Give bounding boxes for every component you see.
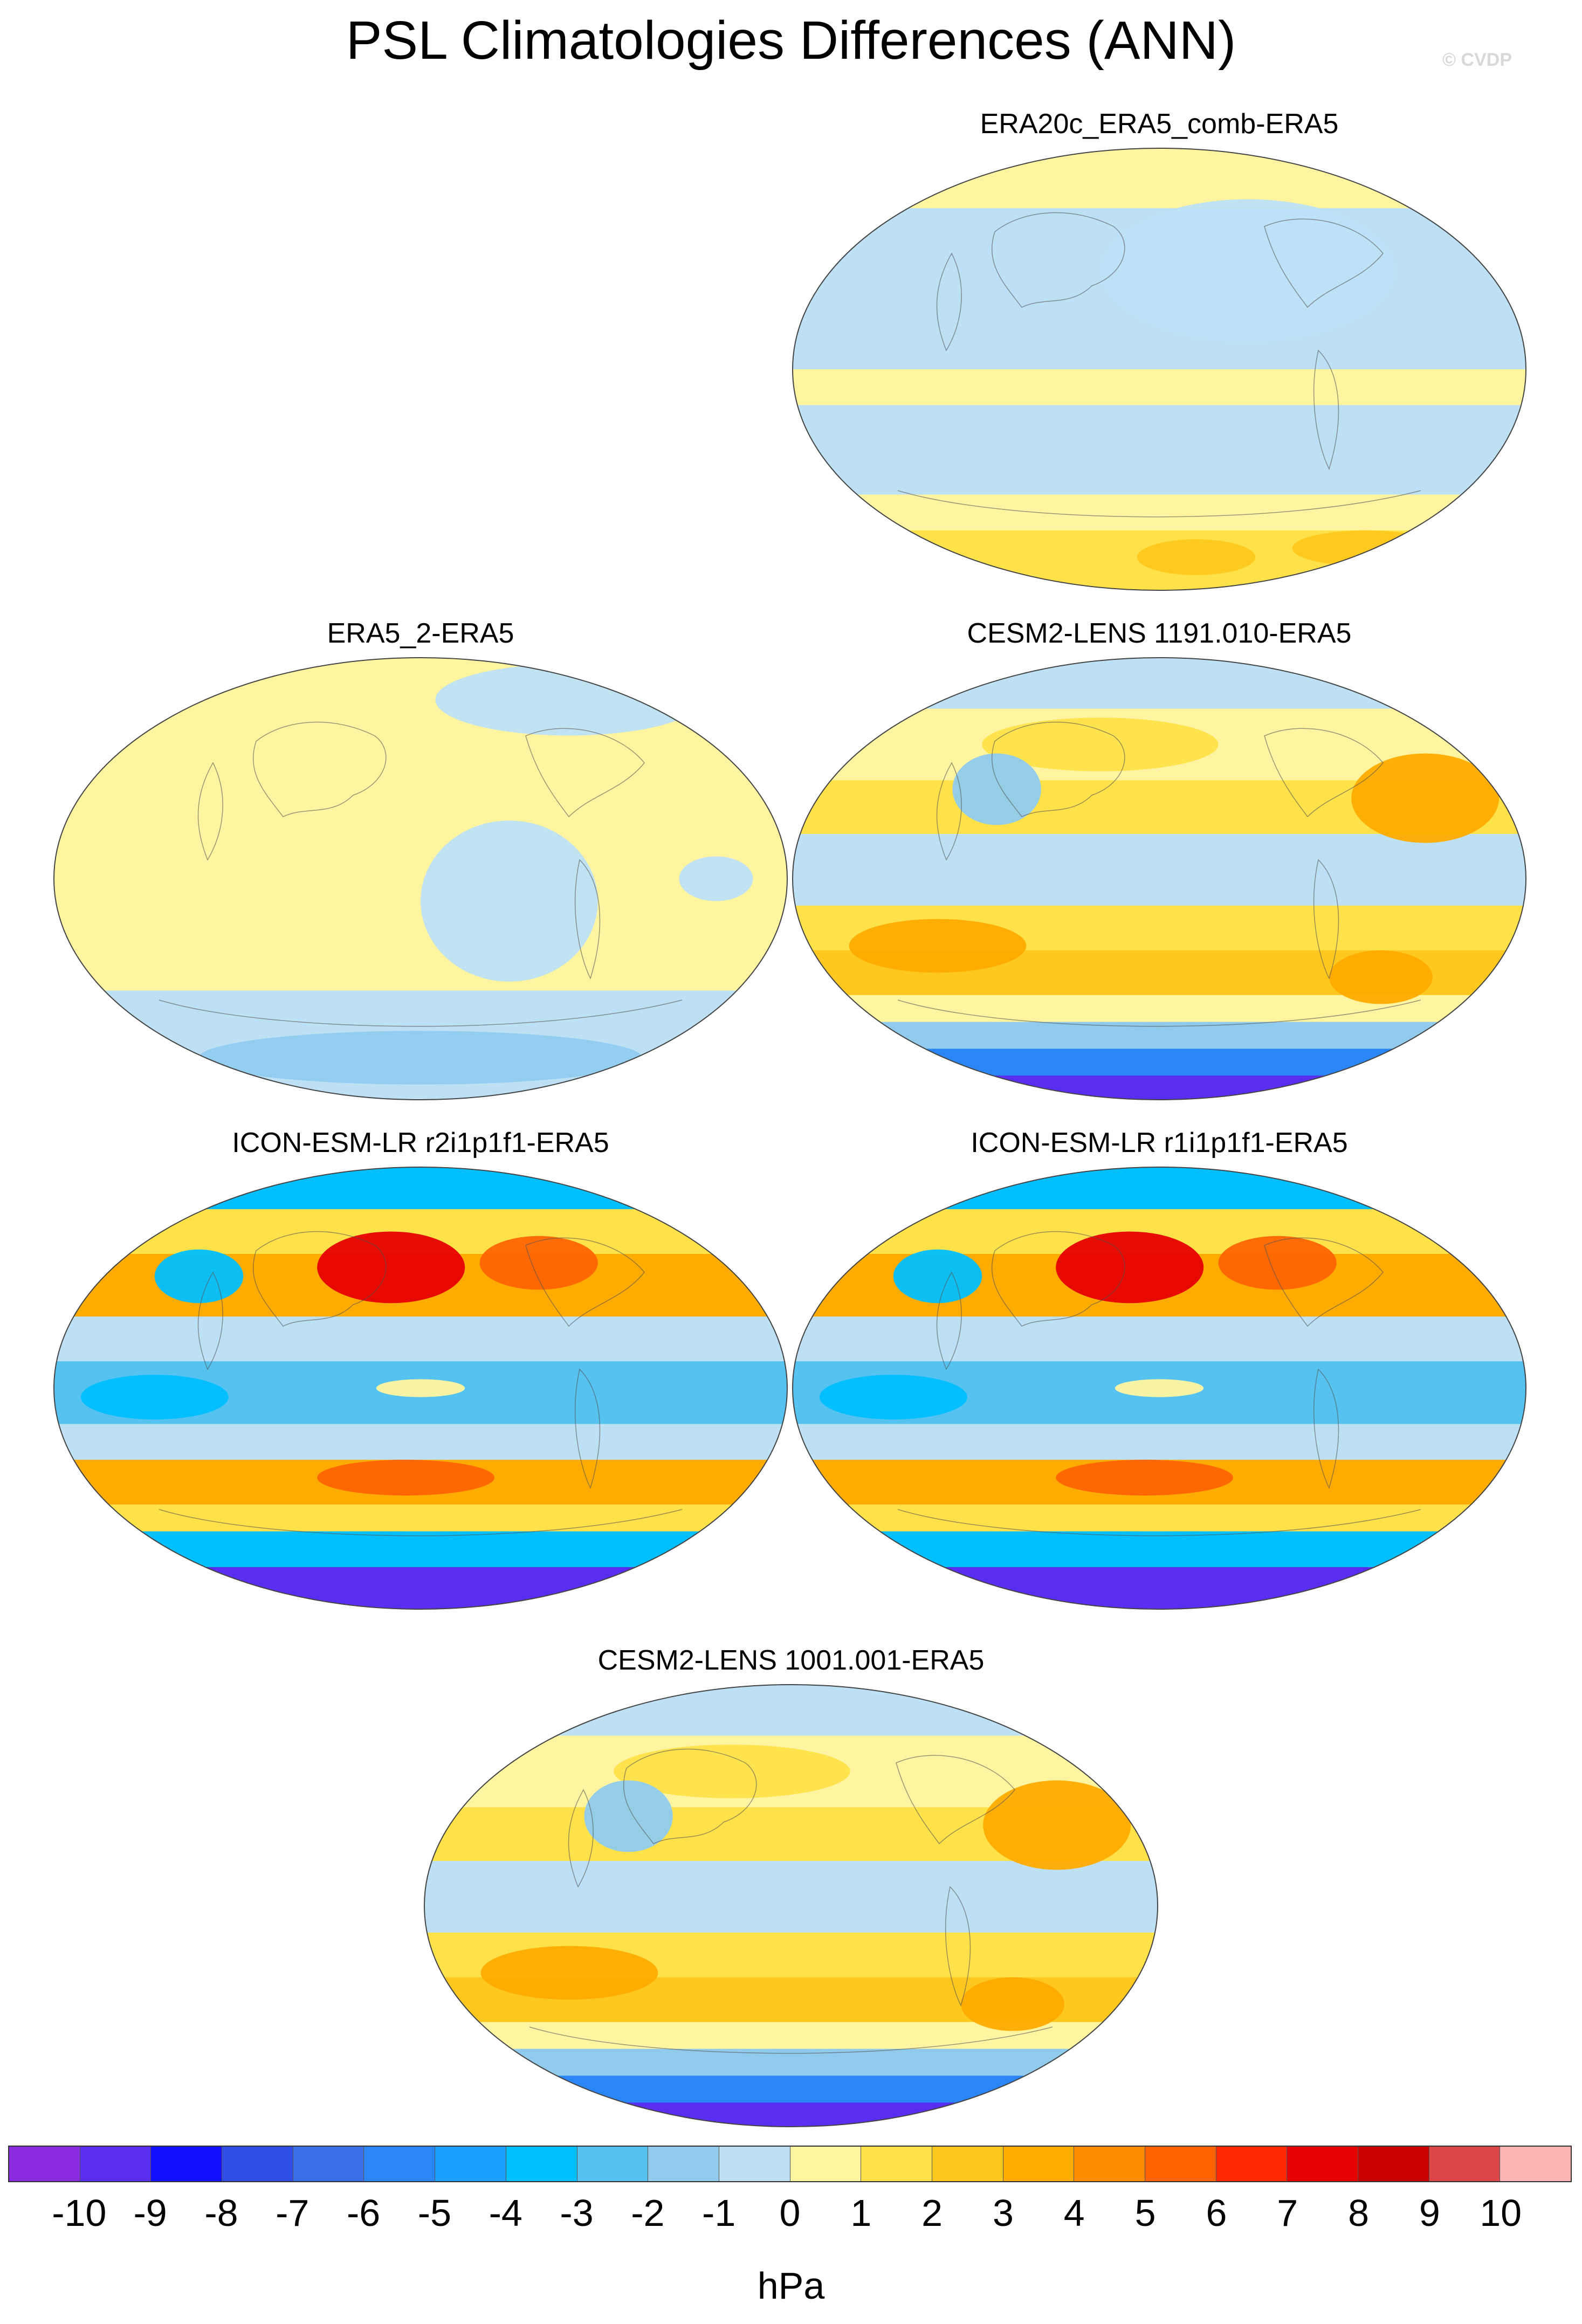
- colorbar-swatch: [1216, 2147, 1288, 2181]
- map-panel-era5-2: ERA5_2-ERA5: [51, 617, 790, 1102]
- colorbar-swatch: [364, 2147, 436, 2181]
- colorbar-tick-label: -10: [52, 2192, 107, 2234]
- colorbar-swatch: [1003, 2147, 1075, 2181]
- colorbar: [8, 2146, 1572, 2182]
- colorbar-tick-label: 0: [779, 2192, 801, 2234]
- colorbar-tick-label: -2: [631, 2192, 665, 2234]
- colorbar-tick-label: 8: [1348, 2192, 1369, 2234]
- colorbar-swatch: [435, 2147, 506, 2181]
- colorbar-tick-label: 5: [1134, 2192, 1156, 2234]
- panel-title: ERA20c_ERA5_comb-ERA5: [980, 108, 1339, 140]
- watermark: © CVDP: [1442, 50, 1512, 70]
- colorbar-swatch: [1287, 2147, 1359, 2181]
- colorbar-swatch: [9, 2147, 80, 2181]
- map-panel-era20c: ERA20c_ERA5_comb-ERA5: [790, 108, 1529, 593]
- colorbar-swatch: [293, 2147, 364, 2181]
- colorbar-swatch: [719, 2147, 790, 2181]
- colorbar-tick-label: -7: [276, 2192, 309, 2234]
- colorbar-tick-label: 9: [1419, 2192, 1440, 2234]
- map-panel-cesm2-1001: CESM2-LENS 1001.001-ERA5: [422, 1644, 1160, 2129]
- panel-title: ERA5_2-ERA5: [327, 618, 514, 649]
- world-map-cesm2-1191: [792, 657, 1526, 1100]
- colorbar-tick-label: 7: [1277, 2192, 1298, 2234]
- colorbar-ticks: -10 -9 -8 -7 -6 -5 -4 -3 -2 -1 0 1 2 3 4 5 6 7 8 9 10: [8, 2191, 1572, 2240]
- colorbar-tick-label: 1: [850, 2192, 872, 2234]
- colorbar-tick-label: 6: [1206, 2192, 1227, 2234]
- colorbar-swatch: [932, 2147, 1003, 2181]
- colorbar-tick-label: -1: [702, 2192, 736, 2234]
- colorbar-swatch: [151, 2147, 223, 2181]
- colorbar-tick-label: -9: [133, 2192, 167, 2234]
- figure-title: PSL Climatologies Differences (ANN): [346, 10, 1236, 71]
- colorbar-swatch: [1074, 2147, 1145, 2181]
- panel-title: ICON-ESM-LR r1i1p1f1-ERA5: [971, 1127, 1348, 1158]
- world-map-icon-r1: [792, 1167, 1526, 1610]
- colorbar-swatch: [1429, 2147, 1501, 2181]
- colorbar-swatch: [222, 2147, 293, 2181]
- panel-title: CESM2-LENS 1001.001-ERA5: [597, 1645, 985, 1676]
- colorbar-swatch: [577, 2147, 649, 2181]
- colorbar-tick-label: 3: [992, 2192, 1014, 2234]
- colorbar-swatch: [1500, 2147, 1571, 2181]
- colorbar-tick-label: -4: [489, 2192, 522, 2234]
- map-panel-icon-r1: ICON-ESM-LR r1i1p1f1-ERA5: [790, 1127, 1529, 1612]
- colorbar-swatch: [1145, 2147, 1216, 2181]
- map-panel-icon-r2: ICON-ESM-LR r2i1p1f1-ERA5: [51, 1127, 790, 1612]
- panel-title: CESM2-LENS 1191.010-ERA5: [967, 618, 1352, 649]
- colorbar-swatch: [1358, 2147, 1429, 2181]
- world-map-era5-2: [53, 657, 788, 1100]
- colorbar-unit-label: hPa: [757, 2265, 825, 2307]
- colorbar-swatch: [861, 2147, 932, 2181]
- world-map-icon-r2: [53, 1167, 788, 1610]
- colorbar-swatch: [648, 2147, 719, 2181]
- world-map-era20c: [792, 148, 1526, 591]
- colorbar-tick-label: -6: [346, 2192, 381, 2234]
- colorbar-tick-label: 10: [1480, 2192, 1522, 2234]
- colorbar-tick-label: -3: [560, 2192, 594, 2234]
- map-panel-cesm2-1191: CESM2-LENS 1191.010-ERA5: [790, 617, 1529, 1102]
- colorbar-swatch: [790, 2147, 862, 2181]
- world-map-cesm2-1001: [424, 1684, 1158, 2127]
- colorbar-tick-label: 4: [1063, 2192, 1085, 2234]
- panel-title: ICON-ESM-LR r2i1p1f1-ERA5: [232, 1127, 609, 1158]
- colorbar-tick-label: 2: [921, 2192, 943, 2234]
- colorbar-swatch: [80, 2147, 152, 2181]
- colorbar-tick-label: -8: [204, 2192, 238, 2234]
- colorbar-swatch: [506, 2147, 577, 2181]
- colorbar-tick-label: -5: [417, 2192, 452, 2234]
